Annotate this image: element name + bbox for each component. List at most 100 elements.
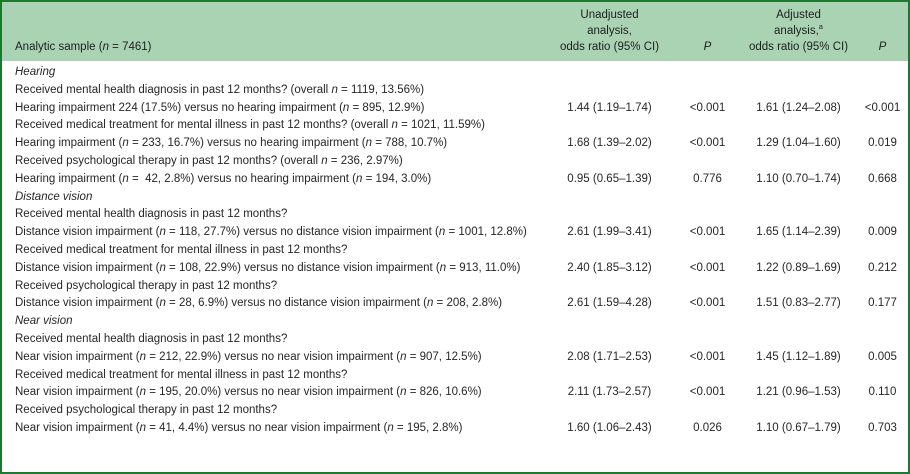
table-body: Hearing Received mental health diagnosis …	[2, 61, 908, 438]
header-adjusted-p: P	[857, 2, 908, 61]
cell-adjusted-p-value: 0.110	[868, 386, 897, 399]
table-row-question: Received psychological therapy in past 1…	[2, 153, 908, 171]
row-label: Near vision	[2, 313, 908, 331]
table-row-question: Received medical treatment for mental il…	[2, 242, 908, 260]
row-label: Received mental health diagnosis in past…	[2, 331, 908, 349]
cell-unadjusted-p-value: <0.001	[689, 350, 726, 363]
table-row-question: Received mental health diagnosis in past…	[2, 206, 908, 224]
cell-unadjusted-odds-ratio: 0.95 (0.65–1.39)	[567, 172, 652, 185]
header-analytic-sample: Analytic sample (n = 7461)	[2, 2, 544, 61]
table-row-data: Distance vision impairment (n = 108, 22.…	[2, 260, 908, 278]
row-label-text: Near vision	[15, 315, 73, 328]
row-label: Received medical treatment for mental il…	[2, 367, 908, 385]
cell-unadjusted-p-value: 0.776	[693, 172, 722, 185]
cell-adjusted-odds-ratio: 1.51 (0.83–2.77)	[756, 297, 841, 310]
row-label: Near vision impairment (n = 41, 4.4%) ve…	[2, 420, 544, 438]
cell-unadjusted-odds-ratio: 2.08 (1.71–2.53)	[567, 350, 652, 363]
cell-adjusted-odds-ratio: 1.10 (0.67–1.79)	[756, 421, 841, 434]
row-label: Distance vision impairment (n = 108, 22.…	[2, 260, 544, 278]
row-label-text: Distance vision impairment (n = 118, 27.…	[15, 226, 527, 239]
row-label-text: Near vision impairment (n = 195, 20.0%) …	[15, 386, 482, 399]
header-adjusted-analysis: Adjusted analysis,a odds ratio (95% CI)	[740, 2, 857, 61]
table-row-question: Received psychological therapy in past 1…	[2, 402, 908, 420]
table-row-data: Distance vision impairment (n = 118, 27.…	[2, 224, 908, 242]
table-row-question: Received mental health diagnosis in past…	[2, 82, 908, 100]
cell-adjusted-p-value: 0.668	[868, 172, 897, 185]
row-label-text: Received mental health diagnosis in past…	[15, 332, 288, 345]
row-label: Received psychological therapy in past 1…	[2, 278, 908, 296]
cell-adjusted-p-value: 0.009	[868, 226, 897, 239]
row-label: Hearing impairment 224 (17.5%) versus no…	[2, 100, 544, 118]
row-label: Hearing impairment (n = 233, 16.7%) vers…	[2, 135, 544, 153]
row-label-text: Received psychological therapy in past 1…	[15, 404, 278, 417]
cell-adjusted-odds-ratio: 1.65 (1.14–2.39)	[756, 226, 841, 239]
table-row-data: Hearing impairment (n = 233, 16.7%) vers…	[2, 135, 908, 153]
cell-unadjusted-p-value: <0.001	[689, 297, 726, 310]
cell-unadjusted-odds-ratio: 1.60 (1.06–2.43)	[567, 421, 652, 434]
row-label-text: Near vision impairment (n = 41, 4.4%) ve…	[15, 421, 463, 434]
table-row-question: Received mental health diagnosis in past…	[2, 331, 908, 349]
cell-unadjusted-odds-ratio: 1.68 (1.39–2.02)	[567, 137, 652, 150]
cell-unadjusted-p-value: <0.001	[689, 137, 726, 150]
header-unadjusted-line1: Unadjusted	[580, 9, 639, 21]
row-label-text: Received psychological therapy in past 1…	[15, 279, 278, 292]
row-label: Distance vision impairment (n = 118, 27.…	[2, 224, 544, 242]
table-row-data: Distance vision impairment (n = 28, 6.9%…	[2, 295, 908, 313]
cell-unadjusted-odds-ratio: 2.11 (1.73–2.57)	[567, 386, 652, 399]
table-row-section: Near vision	[2, 313, 908, 331]
table-row-question: Received medical treatment for mental il…	[2, 367, 908, 385]
row-label-text: Received medical treatment for mental il…	[15, 243, 348, 256]
row-label-text: Received mental health diagnosis in past…	[15, 83, 425, 96]
header-adjusted-line3: odds ratio (95% CI)	[748, 41, 849, 53]
footnote-a-marker: a	[818, 22, 823, 32]
row-label-text: Received psychological therapy in past 1…	[15, 154, 403, 167]
cell-adjusted-odds-ratio: 1.29 (1.04–1.60)	[756, 137, 841, 150]
table-row-data: Hearing impairment 224 (17.5%) versus no…	[2, 100, 908, 118]
row-label: Near vision impairment (n = 195, 20.0%) …	[2, 384, 544, 402]
row-label-text: Received mental health diagnosis in past…	[15, 208, 288, 221]
cell-unadjusted-odds-ratio: 2.61 (1.59–4.28)	[567, 297, 652, 310]
row-label: Received mental health diagnosis in past…	[2, 206, 908, 224]
table-row-question: Received psychological therapy in past 1…	[2, 278, 908, 296]
row-label-text: Distance vision impairment (n = 28, 6.9%…	[15, 297, 503, 310]
cell-unadjusted-p-value: <0.001	[689, 101, 726, 114]
row-label: Received medical treatment for mental il…	[2, 117, 908, 135]
cell-adjusted-p-value: 0.212	[868, 261, 897, 274]
cell-unadjusted-odds-ratio: 1.44 (1.19–1.74)	[567, 101, 652, 114]
cell-unadjusted-odds-ratio: 2.61 (1.99–3.41)	[567, 226, 652, 239]
cell-adjusted-odds-ratio: 1.61 (1.24–2.08)	[756, 101, 841, 114]
header-unadjusted-p: P	[675, 2, 740, 61]
table-row-data: Near vision impairment (n = 41, 4.4%) ve…	[2, 420, 908, 438]
row-label-text: Distance vision impairment (n = 108, 22.…	[15, 261, 521, 274]
cell-adjusted-p-value: 0.005	[868, 350, 897, 363]
header-unadjusted-line3: odds ratio (95% CI)	[559, 41, 660, 53]
table-row-data: Hearing impairment (n = 42, 2.8%) versus…	[2, 171, 908, 189]
cell-unadjusted-p-value: <0.001	[689, 226, 726, 239]
table-row-data: Near vision impairment (n = 195, 20.0%) …	[2, 384, 908, 402]
row-label-text: Hearing impairment (n = 233, 16.7%) vers…	[15, 137, 448, 150]
odds-ratio-table: Analytic sample (n = 7461) Unadjusted an…	[2, 2, 908, 438]
header-adjusted-line2-text: analysis,	[774, 25, 819, 37]
cell-adjusted-p-value: 0.177	[868, 297, 897, 310]
cell-adjusted-odds-ratio: 1.10 (0.70–1.74)	[756, 172, 841, 185]
cell-adjusted-odds-ratio: 1.22 (0.89–1.69)	[756, 261, 841, 274]
cell-adjusted-odds-ratio: 1.21 (0.96–1.53)	[756, 386, 841, 399]
header-unadjusted-analysis: Unadjusted analysis, odds ratio (95% CI)	[544, 2, 675, 61]
cell-adjusted-p-value: 0.703	[868, 421, 897, 434]
header-row: Analytic sample (n = 7461) Unadjusted an…	[2, 2, 908, 61]
row-label: Received psychological therapy in past 1…	[2, 153, 908, 171]
row-label-text: Received medical treatment for mental il…	[15, 368, 348, 381]
row-label-text: Hearing impairment (n = 42, 2.8%) versus…	[15, 172, 432, 185]
row-label: Hearing	[2, 61, 908, 82]
cell-adjusted-p-value: 0.019	[868, 137, 897, 150]
table-row-data: Near vision impairment (n = 212, 22.9%) …	[2, 349, 908, 367]
row-label-text: Distance vision	[15, 190, 93, 203]
header-adjusted-line1: Adjusted	[776, 9, 821, 21]
row-label: Received medical treatment for mental il…	[2, 242, 908, 260]
table-row-question: Received medical treatment for mental il…	[2, 117, 908, 135]
cell-unadjusted-p-value: <0.001	[689, 261, 726, 274]
cell-unadjusted-odds-ratio: 2.40 (1.85–3.12)	[567, 261, 652, 274]
cell-adjusted-odds-ratio: 1.45 (1.12–1.89)	[756, 350, 841, 363]
row-label: Distance vision	[2, 189, 908, 207]
